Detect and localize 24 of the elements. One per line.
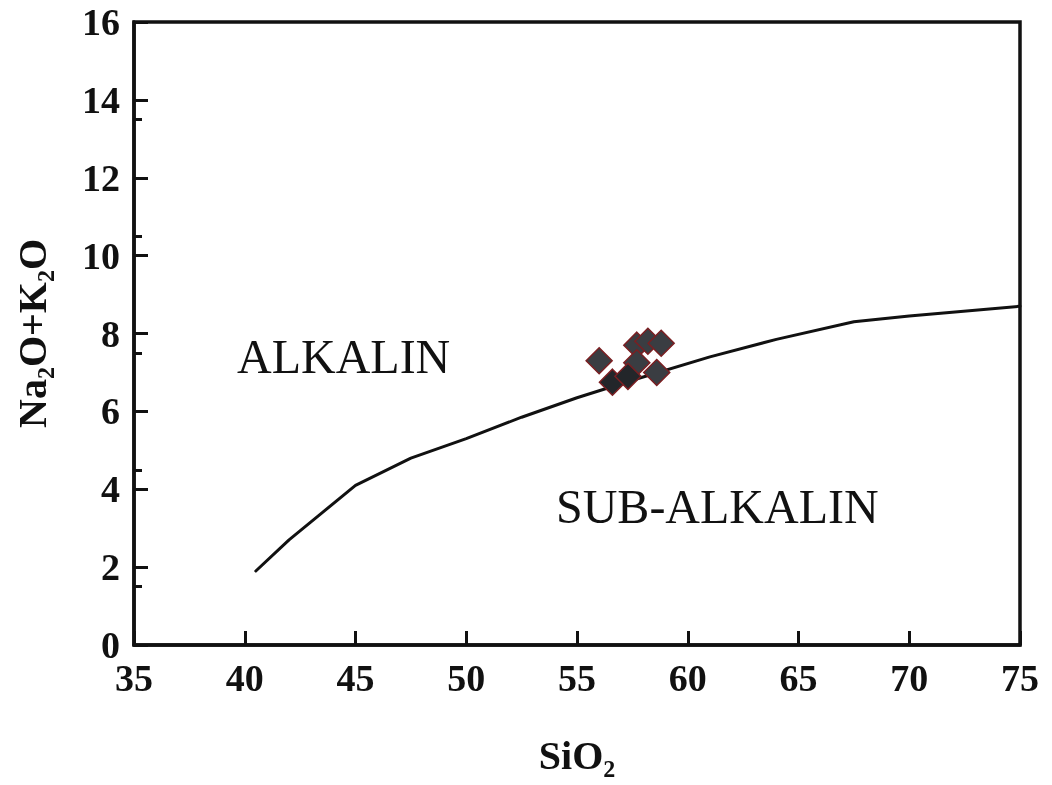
x-tick-label: 55: [558, 657, 596, 699]
y-tick-label: 14: [82, 78, 120, 121]
x-tick-label: 45: [336, 657, 375, 699]
annotation: ALKALIN: [237, 329, 451, 383]
point: [647, 329, 675, 357]
x-tick-label: 70: [890, 657, 929, 699]
y-tick-label: 16: [82, 1, 120, 43]
x-tick-label: 40: [225, 657, 264, 699]
y-tick-label: 6: [101, 390, 120, 433]
y-tick-label: 10: [82, 234, 120, 277]
y-tick-label: 4: [101, 468, 120, 511]
y-tick-label: 12: [82, 156, 120, 199]
x-axis-title: SiO₂: [538, 732, 616, 778]
y-tick-label: 8: [101, 312, 120, 355]
x-tick-label: 50: [447, 657, 486, 699]
x-tick-label: 65: [779, 657, 818, 699]
point: [642, 358, 671, 387]
y-tick-label: 2: [101, 546, 120, 589]
x-tick-label: 60: [668, 657, 707, 699]
point: [585, 347, 613, 375]
annotation: SUB-ALKALIN: [556, 479, 879, 533]
y-axis-title: Na₂O+K₂O: [9, 238, 55, 429]
point: [614, 362, 642, 391]
x-tick-label: 75: [1001, 657, 1039, 699]
